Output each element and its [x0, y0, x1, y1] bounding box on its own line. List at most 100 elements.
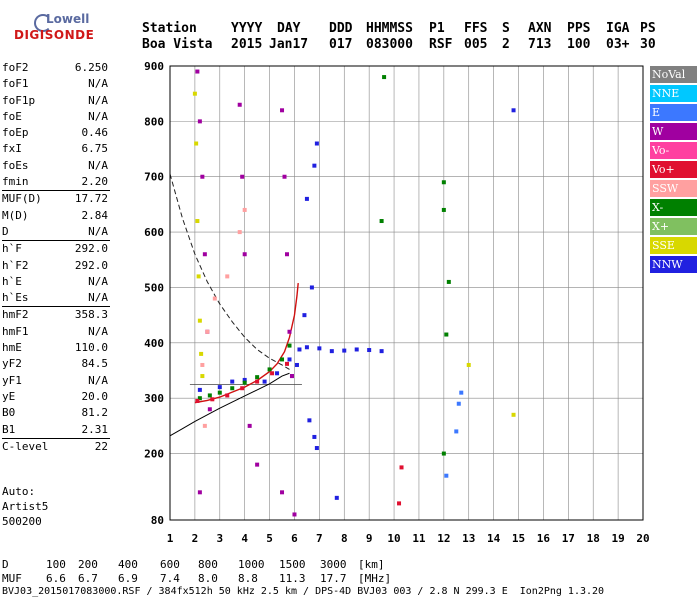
param-row: B1 2.31: [2, 422, 110, 438]
footer-d-value: 800: [198, 558, 218, 571]
point-vo: [270, 371, 275, 376]
param-row: yE 20.0: [2, 389, 110, 405]
point-nnw: [342, 348, 347, 353]
x-tick-label: 9: [366, 532, 373, 545]
point-w: [247, 423, 252, 428]
point-nnw: [307, 418, 312, 423]
header-value-9: 100: [567, 37, 591, 52]
param-value: N/A: [88, 224, 108, 238]
x-tick-label: 18: [587, 532, 600, 545]
param-value: 84.5: [81, 357, 109, 371]
point-nnw: [312, 163, 317, 168]
profile-curve: [194, 282, 299, 404]
point-x: [230, 386, 235, 391]
point-nnw: [304, 196, 309, 201]
point-ssw: [200, 362, 205, 367]
point-w: [285, 252, 290, 257]
point-w: [197, 490, 202, 495]
y-tick-label: 400: [144, 337, 164, 350]
param-value: 2.31: [81, 422, 109, 436]
legend-item-vo: Vo+: [650, 161, 697, 178]
header-label-6: FFS: [464, 21, 488, 36]
point-ssw: [237, 230, 242, 235]
footer-d-unit: [km]: [358, 558, 385, 571]
point-nnw: [511, 108, 516, 113]
y-tick-label: 200: [144, 448, 164, 461]
header-label-7: S: [502, 21, 510, 36]
param-row: foF1p N/A: [2, 93, 110, 109]
x-tick-label: 19: [611, 532, 624, 545]
chart-grid: [169, 65, 644, 521]
param-label: B1: [2, 422, 16, 436]
footer-d-value: 100: [46, 558, 66, 571]
param-row: yF1 N/A: [2, 373, 110, 389]
footer-d-value: 3000: [320, 558, 347, 571]
header-value-3: 017: [329, 37, 353, 52]
header-value-4: 083000: [366, 37, 413, 52]
param-label: MUF(D): [2, 192, 42, 206]
param-label: h`Es: [2, 291, 29, 305]
point-x: [267, 367, 272, 372]
point-sse: [192, 91, 197, 96]
param-divider: [2, 306, 110, 308]
point-nnw: [334, 495, 339, 500]
x-tick-label: 1: [167, 532, 174, 545]
param-row: foE N/A: [2, 109, 110, 125]
point-x: [242, 380, 247, 385]
point-nnw: [329, 349, 334, 354]
legend-item-x: X-: [650, 199, 697, 216]
point-e: [444, 473, 449, 478]
y-tick-label: 500: [144, 281, 164, 294]
point-vo: [195, 398, 200, 403]
chart-curves: [169, 173, 302, 437]
point-sse: [195, 219, 200, 224]
x-tick-label: 20: [636, 532, 649, 545]
param-row: hmE 110.0: [2, 340, 110, 356]
header-value-6: 005: [464, 37, 488, 52]
param-label: yF2: [2, 357, 22, 371]
point-w: [287, 329, 292, 334]
footer-muf-value: 17.7: [320, 572, 347, 585]
x-tick-label: 13: [462, 532, 475, 545]
header-value-2: Jan17: [269, 37, 309, 52]
x-tick-label: 11: [412, 532, 426, 545]
param-value: N/A: [88, 93, 108, 107]
point-x: [197, 396, 202, 401]
footer-muf-value: 8.0: [198, 572, 218, 585]
point-ssw: [212, 296, 217, 301]
param-row: D N/A: [2, 224, 110, 240]
point-w: [280, 108, 285, 113]
point-x: [441, 207, 446, 212]
point-vo: [240, 386, 245, 391]
header-value-10: 03+: [606, 37, 630, 52]
param-label: h`E: [2, 274, 22, 288]
point-sse: [194, 141, 199, 146]
param-value: N/A: [88, 291, 108, 305]
point-w: [207, 407, 212, 412]
auto-code: 500200: [2, 515, 42, 528]
param-row: h`F2 292.0: [2, 258, 110, 274]
point-w: [255, 462, 260, 467]
param-value: N/A: [88, 77, 108, 91]
param-value: N/A: [88, 274, 108, 288]
legend-item-w: W: [650, 123, 697, 140]
point-nnw: [304, 345, 309, 350]
point-sse: [199, 351, 204, 356]
point-w: [289, 374, 294, 379]
param-value: 292.0: [74, 258, 108, 272]
dashed-curve: [169, 173, 290, 370]
point-nnw: [242, 377, 247, 382]
x-tick-label: 5: [266, 532, 273, 545]
x-tick-label: 10: [387, 532, 400, 545]
y-tick-label: 700: [144, 171, 164, 184]
point-nnw: [354, 347, 359, 352]
point-nnw: [275, 371, 280, 376]
point-nnw: [262, 379, 267, 384]
x-tick-label: 17: [562, 532, 575, 545]
param-row: foF2 6.250: [2, 60, 110, 76]
header-label-8: AXN: [528, 21, 552, 36]
header-value-0: Boa Vista: [142, 37, 213, 52]
param-label: yE: [2, 389, 16, 403]
param-label: foF1: [2, 77, 29, 91]
